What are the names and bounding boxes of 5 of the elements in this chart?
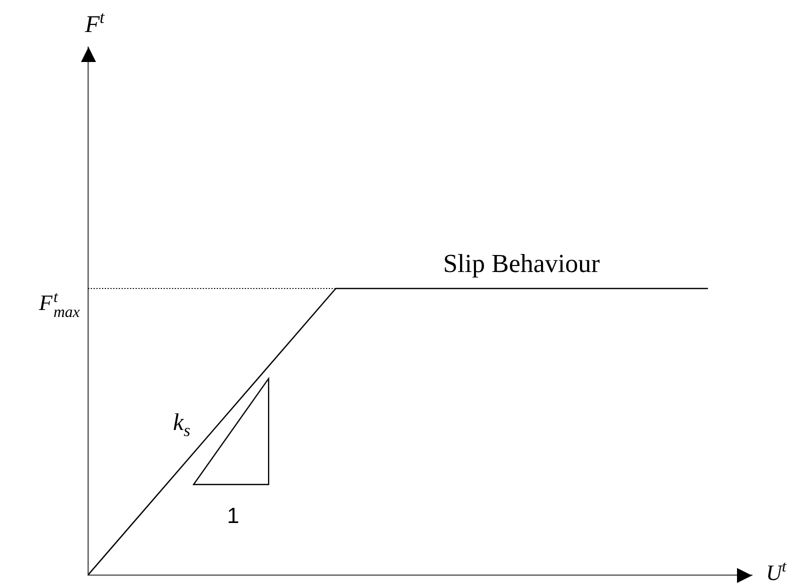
annotation: 1 [227, 503, 240, 528]
annotation: k$_{s}$ [173, 410, 190, 440]
annotation: Slip Behaviour [443, 248, 600, 278]
text: F$^{t}$ [85, 8, 104, 38]
x-axis-title: U$^{t}$ [766, 558, 786, 584]
